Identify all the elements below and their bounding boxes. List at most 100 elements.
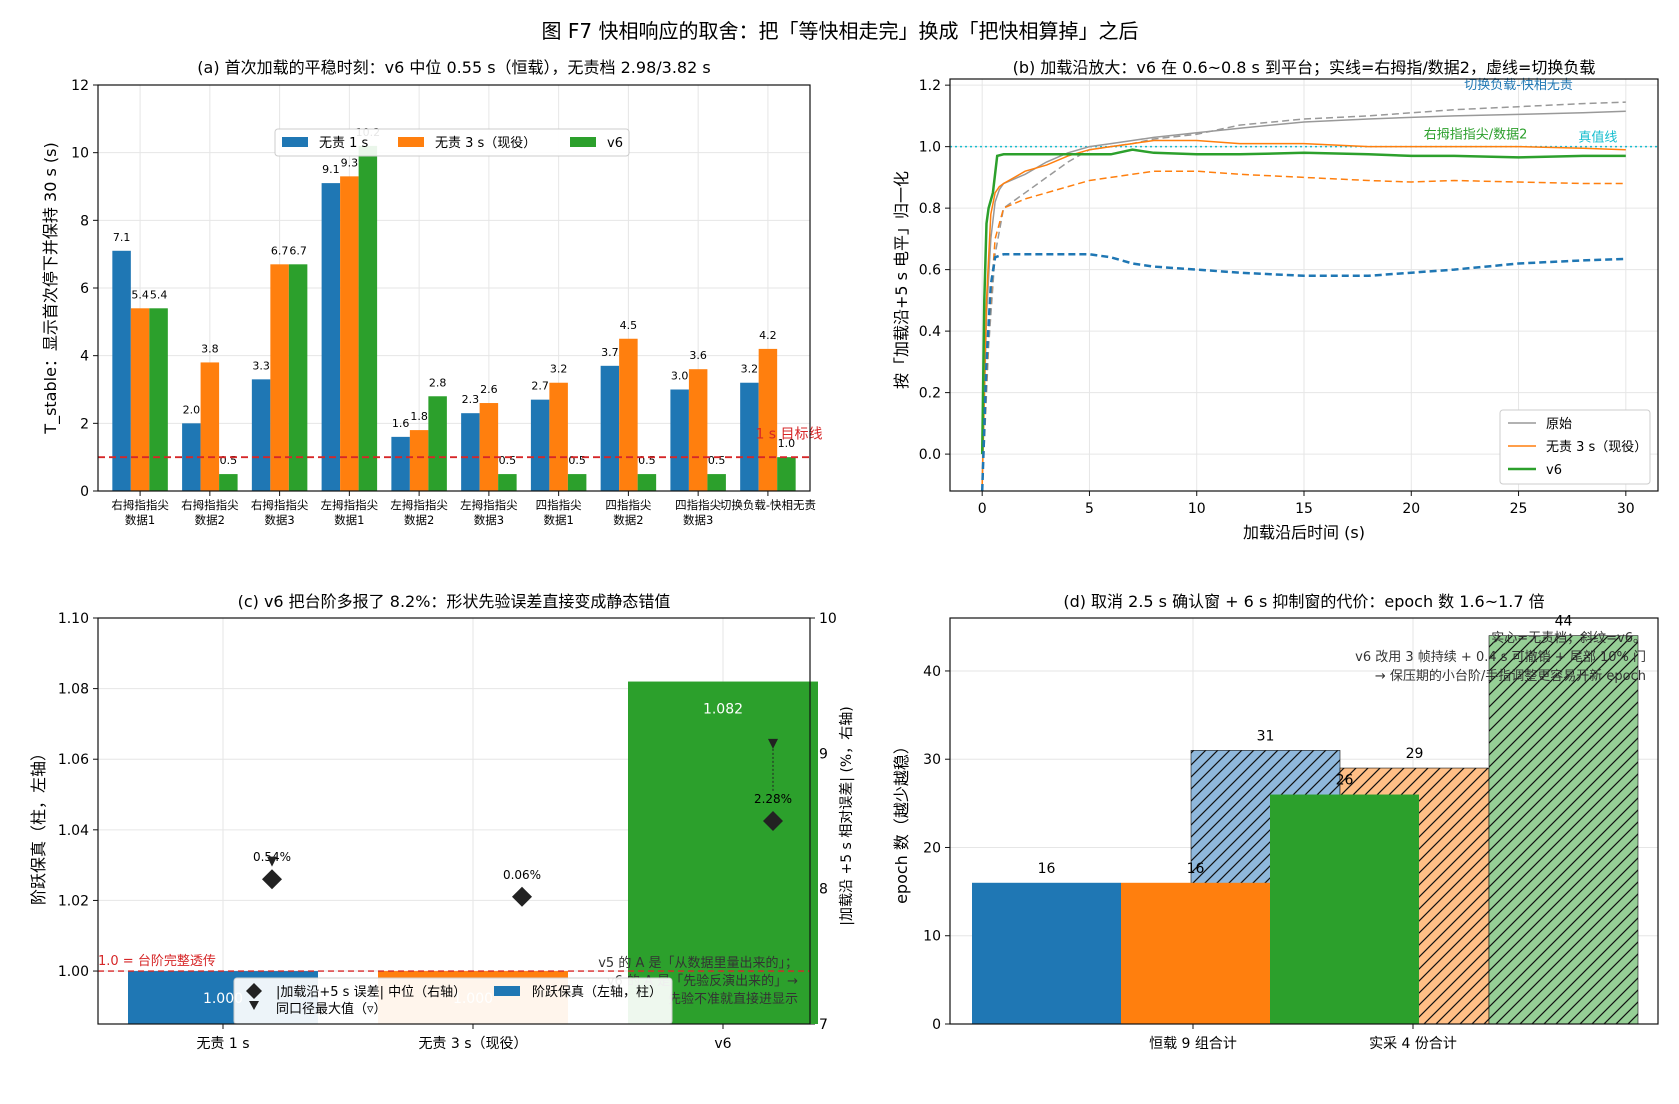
x-tick-label: 左拇指指尖 xyxy=(460,498,518,512)
bar-1 xyxy=(200,362,220,491)
bar-0 xyxy=(391,436,410,491)
legend-swatch xyxy=(246,983,262,999)
legend-label: 阶跃保真（左轴，柱） xyxy=(532,985,662,1000)
bar-2 xyxy=(219,474,238,491)
bar-value-label: 1.000 xyxy=(203,991,243,1007)
y-tick-label: 8 xyxy=(80,213,89,229)
figure-title: 图 F7 快相响应的取舍：把「等快相走完」换成「把快相算掉」之后 xyxy=(542,19,1139,43)
y-tick-label: 30 xyxy=(923,752,941,768)
bar-1 xyxy=(688,369,708,491)
x-tick-label: v6 xyxy=(714,1036,731,1052)
series-line-2 xyxy=(981,139,1626,485)
legend-label: v6 xyxy=(607,136,623,151)
panel-c-chart: (c) v6 把台阶多报了 8.2%：形状先验误差直接变成静态错值 1.00 1.0… xyxy=(29,592,855,1052)
data-label: 3.2 xyxy=(741,363,759,376)
bar-1 xyxy=(270,264,289,491)
median-marker xyxy=(512,886,532,907)
x-tick-label: 5 xyxy=(1085,501,1094,517)
x-tick-label: 右拇指指尖 xyxy=(181,498,239,512)
y-axis-label: 阶跃保真（柱，左轴） xyxy=(29,745,48,905)
data-label: 29 xyxy=(1406,746,1424,762)
data-label: 3.2 xyxy=(550,363,568,376)
median-label: 0.06% xyxy=(503,868,541,882)
legend-label: 原始 xyxy=(1546,417,1572,432)
series-line-5 xyxy=(980,253,1626,492)
panel-c-frame xyxy=(97,617,811,1025)
data-label: 0.5 xyxy=(638,454,656,467)
data-label: 0.5 xyxy=(499,454,517,467)
bar-0 xyxy=(112,250,131,491)
median-label: 2.28% xyxy=(754,792,792,806)
y-tick-label: 1.2 xyxy=(919,78,941,94)
full-step-label: 1.0 = 台阶完整透传 xyxy=(98,954,216,969)
data-label: 1.8 xyxy=(410,410,428,423)
bar-0 xyxy=(670,389,689,491)
data-label: 3.6 xyxy=(689,349,707,362)
x-tick-label: 25 xyxy=(1510,501,1528,517)
solid-bar xyxy=(1270,794,1419,1024)
x-tick-label: 30 xyxy=(1617,501,1635,517)
note-line: v6 改用 3 帧持续 + 0.4 s 可撤销 + 尾部 10% 门 xyxy=(1355,649,1646,665)
y-tick-label: 0 xyxy=(932,1017,941,1033)
x-tick-label: 数据3 xyxy=(474,513,504,527)
x-tick-label: 切换负载-快相无责 xyxy=(720,498,816,512)
y-tick-label: 0.0 xyxy=(919,447,941,463)
bar-1 xyxy=(758,348,778,491)
data-label: 9.3 xyxy=(341,156,359,169)
data-label: 2.8 xyxy=(429,376,447,389)
x-tick-label: 无责 1 s xyxy=(196,1036,249,1052)
x-tick-label: 数据2 xyxy=(195,513,225,527)
x-tick-label: 数据3 xyxy=(264,513,294,527)
data-label: 7.1 xyxy=(113,231,131,244)
y-tick-label: 1.08 xyxy=(58,682,89,698)
truth-line-label: 真值线 xyxy=(1578,130,1617,146)
y-tick-label: 2 xyxy=(80,416,89,432)
x-tick-label: 15 xyxy=(1295,501,1313,517)
data-label: 0.5 xyxy=(568,454,586,467)
bar-2 xyxy=(567,474,587,491)
legend-label: 同口径最大值（▿） xyxy=(276,1001,387,1017)
bar-1 xyxy=(409,430,429,491)
annotation: 切换负载-快相无责 xyxy=(1464,78,1573,93)
y2-tick-label: 10 xyxy=(819,611,837,627)
panel-d-title: (d) 取消 2.5 s 确认窗 + 6 s 抑制窗的代价：epoch 数 1.… xyxy=(1063,592,1544,611)
y-tick-label: 0.6 xyxy=(919,263,941,279)
bar-2 xyxy=(777,457,796,491)
hatched-bar xyxy=(1488,635,1639,1025)
x-axis-label: 加载沿后时间 (s) xyxy=(1243,523,1365,542)
series-line-3 xyxy=(981,170,1626,492)
data-label: 6.7 xyxy=(289,244,307,257)
series-line-4 xyxy=(980,148,1626,455)
x-tick-label: 右拇指指尖 xyxy=(251,498,309,512)
target-line-label: 1 s 目标线 xyxy=(755,426,822,442)
bar-0 xyxy=(740,382,759,491)
y2-tick-label: 7 xyxy=(819,1017,828,1033)
y-tick-label: 1.06 xyxy=(58,752,89,768)
x-tick-label: 数据1 xyxy=(125,513,155,527)
bar-1 xyxy=(619,338,638,491)
y-tick-label: 1.00 xyxy=(58,964,89,980)
data-label: 5.4 xyxy=(150,288,168,301)
data-label: 4.2 xyxy=(759,329,777,342)
y-tick-label: 0.4 xyxy=(919,324,941,340)
data-label: 3.8 xyxy=(201,342,219,355)
x-tick-label: 20 xyxy=(1402,501,1420,517)
data-label: 0.5 xyxy=(220,454,238,467)
x-tick-label: 数据1 xyxy=(334,513,364,527)
data-label: 3.3 xyxy=(252,359,270,372)
fidelity-bar xyxy=(628,681,818,1024)
solid-bar xyxy=(972,882,1121,1024)
median-marker xyxy=(763,811,783,831)
y-tick-label: 4 xyxy=(80,349,89,365)
x-tick-label: 恒载 9 组合计 xyxy=(1149,1036,1237,1052)
y-axis-label: T_stable：显示首次停下并保持 30 s (s) xyxy=(41,142,61,434)
bar-2 xyxy=(149,308,168,491)
y-tick-label: 10 xyxy=(923,929,941,945)
note-line: v5 的 A 是「从数据里量出来的」； xyxy=(598,955,798,971)
x-tick-label: 0 xyxy=(978,501,987,517)
x-tick-label: 四指指尖 xyxy=(675,498,721,512)
data-label: 31 xyxy=(1257,728,1275,744)
x-tick-label: 数据2 xyxy=(613,513,643,527)
legend-label: 无责 1 s xyxy=(319,136,369,151)
panel-c-legend: |加载沿+5 s 误差| 中位（右轴）同口径最大值（▿） 阶跃保真（左轴，柱） xyxy=(233,977,673,1025)
